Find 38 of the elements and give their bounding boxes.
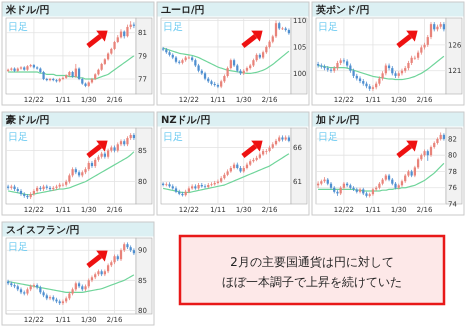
chart-title: 米ドル/円 <box>5 4 50 16</box>
annotation: 日足 <box>318 132 338 143</box>
line-series <box>162 47 290 74</box>
candlestick <box>274 20 278 38</box>
candlestick <box>391 66 394 76</box>
candlestick <box>442 22 446 32</box>
line-series <box>317 162 445 192</box>
annotation: 日足 <box>163 132 183 143</box>
line-series <box>7 274 135 293</box>
annotation: 日足 <box>8 132 28 143</box>
line-series <box>7 55 135 80</box>
chart-title: 加ドル/円 <box>315 114 360 126</box>
text: ほぼ一本調子で上昇を続けていた <box>222 275 402 289</box>
candlestick <box>94 158 96 168</box>
chart-title: 英ポンド/円 <box>315 4 370 16</box>
annotation: 日足 <box>8 22 28 33</box>
chart-title: NZドル/円 <box>161 115 210 126</box>
candlestick <box>126 136 129 147</box>
chart-title: スイスフラン/円 <box>6 225 80 236</box>
annotation: 日足 <box>318 22 338 33</box>
text: 2月の主要国通貨は円に対して <box>230 255 394 269</box>
candlestick <box>74 64 77 78</box>
annotation: 日足 <box>163 22 183 33</box>
chart-title: 豪ドル/円 <box>5 114 50 126</box>
candlestick <box>120 28 122 39</box>
candlestick <box>88 278 90 289</box>
candlestick <box>216 179 220 185</box>
candlestick <box>39 186 42 192</box>
candlestick <box>120 248 122 262</box>
candlestick <box>433 22 436 32</box>
candlestick <box>74 281 77 292</box>
annotation: 日足 <box>8 242 28 253</box>
candlestick <box>113 254 116 264</box>
chart-title: ユーロ/円 <box>161 5 205 16</box>
candlestick <box>116 142 119 153</box>
candlestick <box>426 149 429 162</box>
candlestick <box>88 160 90 172</box>
candlestick <box>416 50 420 60</box>
